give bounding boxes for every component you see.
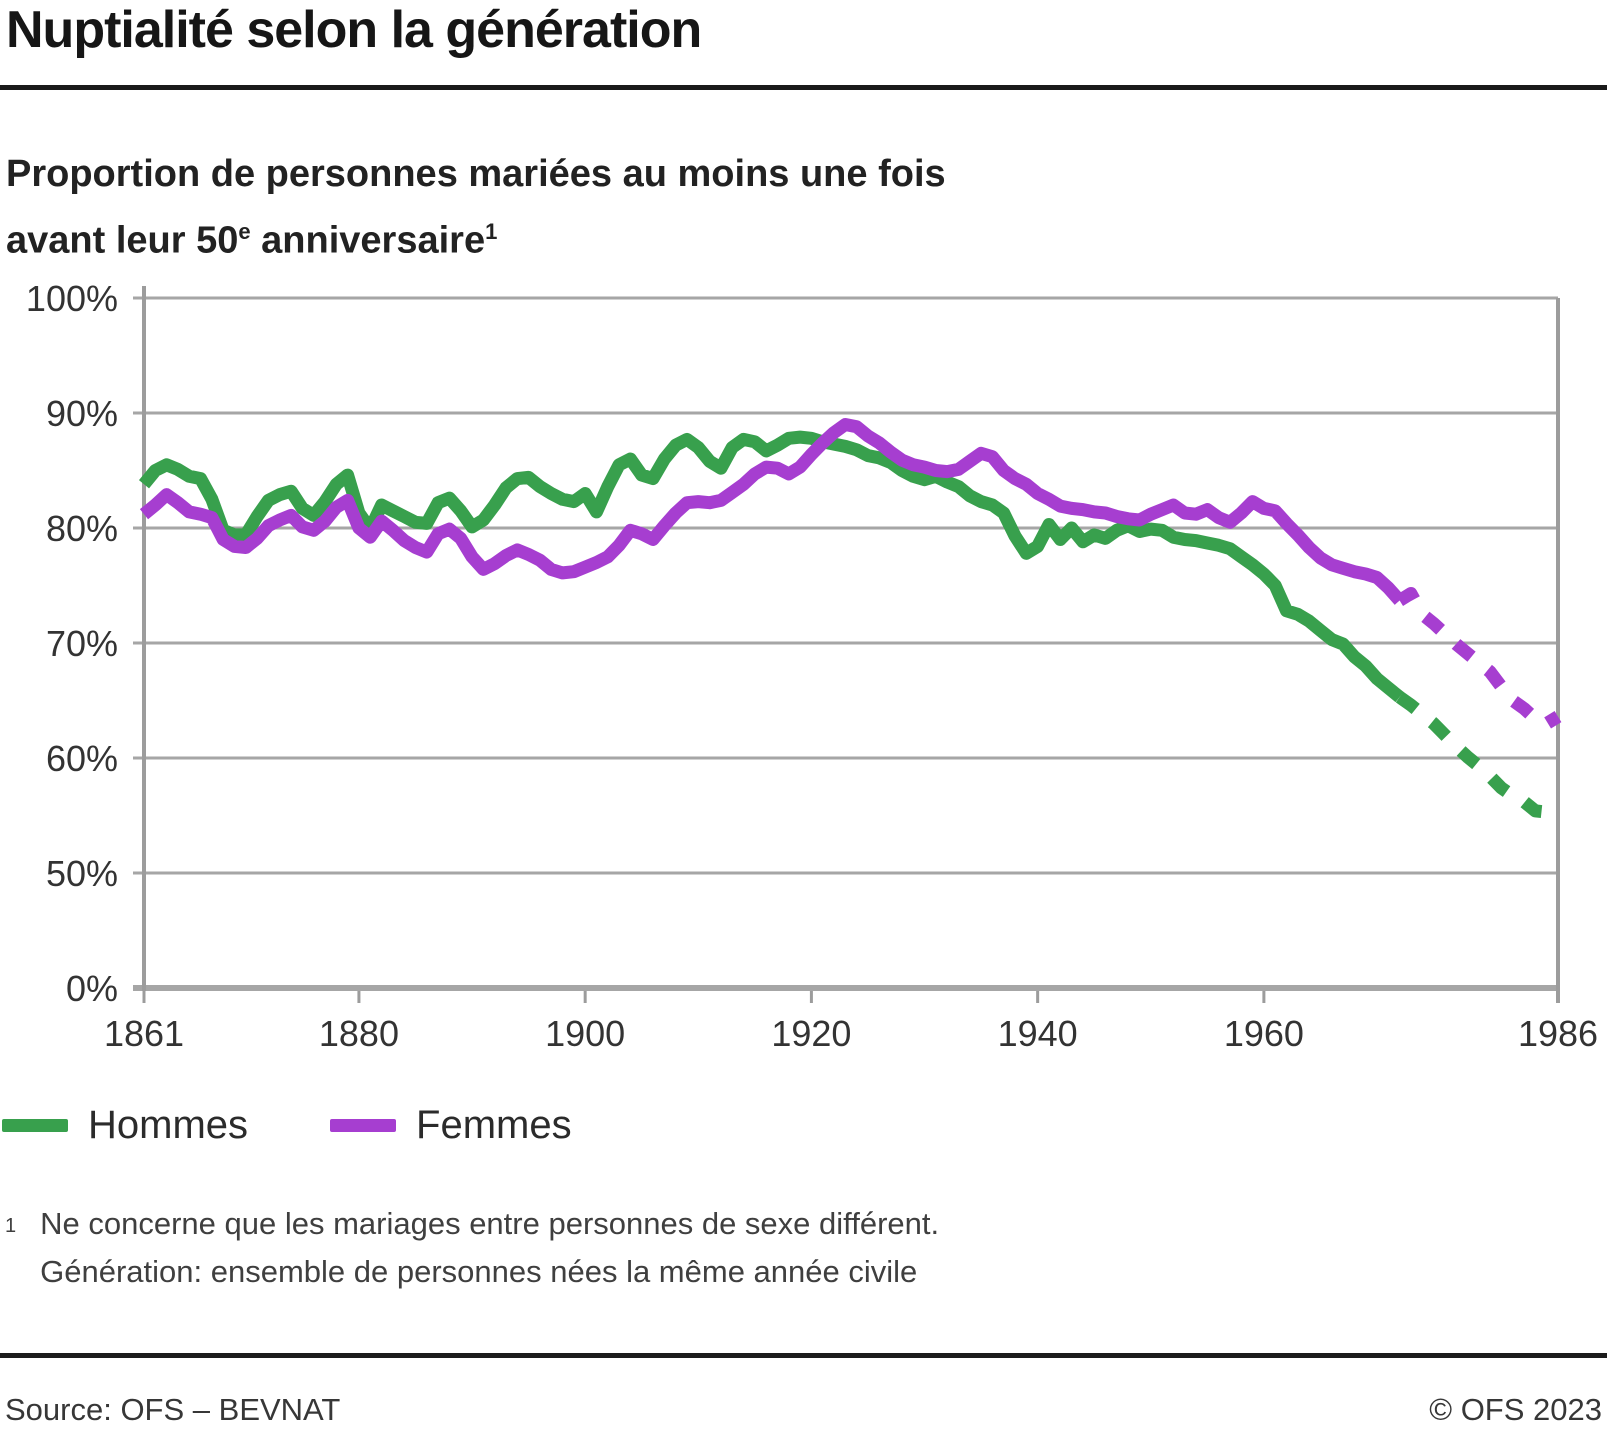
x-tick-label-1986: 1986	[1518, 1013, 1598, 1054]
page-title: Nuptialité selon la génération	[6, 1, 702, 59]
subtitle-footnote-marker: 1	[485, 219, 498, 244]
footnote-text: Ne concerne que les mariages entre perso…	[40, 1200, 939, 1296]
legend-label-femmes: Femmes	[416, 1103, 572, 1147]
footer-copyright: © OFS 2023	[1429, 1392, 1602, 1427]
footer-source: Source: OFS – BEVNAT	[5, 1392, 341, 1427]
x-tick-label-1900: 1900	[545, 1013, 625, 1054]
subtitle-superscript-e: e	[238, 219, 251, 244]
x-tick-label-1960: 1960	[1224, 1013, 1304, 1054]
subtitle-line2: avant leur 50e anniversaire1	[6, 203, 946, 270]
series-line-femmes-projection	[1396, 587, 1562, 730]
legend-item-hommes: Hommes	[2, 1103, 248, 1148]
y-tick-label-70: 70%	[46, 623, 118, 664]
series-line-hommes-projection	[1395, 691, 1558, 819]
legend-swatch-femmes	[330, 1119, 397, 1132]
chart-legend: Hommes Femmes	[2, 1103, 572, 1148]
chart-subtitle: Proportion de personnes mariées au moins…	[6, 146, 946, 270]
footnote-marker: 1	[5, 1215, 17, 1237]
y-tick-label-60: 60%	[46, 738, 118, 779]
footer-divider	[0, 1353, 1607, 1358]
subtitle-line2-prefix: avant leur 50	[6, 219, 239, 262]
y-tick-label-100: 100%	[26, 278, 118, 319]
legend-swatch-hommes	[2, 1119, 68, 1132]
footnote: 1 Ne concerne que les mariages entre per…	[5, 1200, 939, 1296]
y-tick-label-50: 50%	[46, 853, 118, 894]
x-tick-label-1880: 1880	[319, 1013, 399, 1054]
y-tick-label-0: 0%	[66, 968, 118, 1009]
legend-label-hommes: Hommes	[88, 1103, 249, 1147]
series-line-hommes	[138, 430, 1404, 703]
x-tick-label-1940: 1940	[998, 1013, 1078, 1054]
x-tick-label-1861: 1861	[104, 1013, 184, 1054]
subtitle-line2-main: anniversaire	[250, 219, 486, 262]
subtitle-line1: Proportion de personnes mariées au moins…	[6, 153, 946, 195]
footnote-line2: Génération: ensemble de personnes nées l…	[40, 1254, 918, 1290]
title-divider	[0, 85, 1607, 90]
series-line-femmes	[139, 418, 1405, 605]
y-tick-label-80: 80%	[46, 508, 118, 549]
x-tick-label-1920: 1920	[771, 1013, 851, 1054]
footnote-line1: Ne concerne que les mariages entre perso…	[40, 1206, 940, 1241]
y-tick-label-90: 90%	[46, 393, 118, 434]
legend-item-femmes: Femmes	[330, 1103, 572, 1148]
